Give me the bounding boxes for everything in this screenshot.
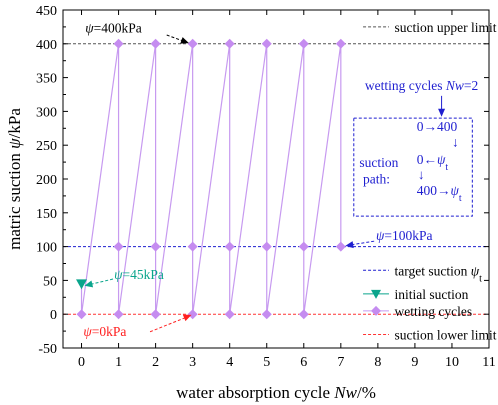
inset-down-arrow-2: ↓ — [418, 167, 425, 182]
wetting-cycles-line — [80, 43, 342, 315]
y-tick-label: 150 — [36, 207, 57, 222]
legend: suction upper limit target suction ψt init… — [363, 20, 497, 342]
wetting-cycle-point — [261, 38, 272, 49]
x-tick-label: 4 — [226, 355, 233, 370]
y-tick-label: 450 — [36, 4, 57, 19]
wetting-cycle-point — [298, 241, 309, 252]
x-tick-label: 8 — [374, 355, 381, 370]
x-tick-label: 2 — [152, 355, 159, 370]
wetting-cycle-point — [150, 38, 161, 49]
y-tick-label: 100 — [36, 241, 57, 256]
annotation-target-arrowhead — [345, 241, 354, 249]
inset-step-1: 0→400 — [417, 119, 458, 134]
wetting-cycle-point — [187, 38, 198, 49]
annotation-layer: ψ=400kPa ψ=100kPa ψ=45kPa ψ=0kPa wetting cyc… — [83, 20, 478, 339]
legend-initial-label: initial suction — [395, 287, 469, 302]
annotation-upper-arrowhead — [180, 37, 189, 44]
wetting-cycle-point — [298, 309, 309, 320]
wetting-cycle-point — [187, 241, 198, 252]
x-tick-label: 3 — [189, 355, 196, 370]
x-tick-label: 11 — [482, 355, 495, 370]
wetting-cycle-point — [298, 38, 309, 49]
plot-layer — [63, 38, 489, 320]
inset-down-arrow-1: ↓ — [452, 135, 459, 150]
wetting-cycle-point — [113, 309, 124, 320]
x-tick-label: 5 — [263, 355, 270, 370]
x-axis-title: water absorption cycle Nw/% — [176, 383, 376, 402]
annotation-lower-arrowhead — [182, 314, 192, 322]
wetting-cycle-point — [335, 38, 346, 49]
wetting-cycle-point — [150, 241, 161, 252]
annotation-upper: ψ=400kPa — [85, 20, 142, 35]
x-tick-label: 10 — [445, 355, 459, 370]
y-tick-label: -50 — [38, 342, 57, 357]
legend-lower-label: suction lower limit — [395, 327, 497, 342]
legend-wetting-label: wetting cycles — [395, 304, 473, 319]
x-tick-label: 0 — [78, 355, 85, 370]
annotation-lower: ψ=0kPa — [83, 324, 126, 339]
x-tick-label: 1 — [115, 355, 122, 370]
inset-label-line-2: path: — [363, 172, 390, 187]
legend-wetting-swatch — [371, 305, 382, 316]
y-tick-label: 50 — [43, 274, 57, 289]
inset-step-2: 0←ψt — [417, 152, 449, 173]
wetting-cycle-point — [187, 309, 198, 320]
legend-target-label: target suction ψt — [395, 263, 483, 284]
wetting-cycle-point — [113, 38, 124, 49]
y-tick-label: 300 — [36, 105, 57, 120]
y-tick-label: 250 — [36, 139, 57, 154]
inset-title: wetting cycles Nw=2 — [365, 78, 478, 93]
wetting-cycle-point — [261, 309, 272, 320]
wetting-cycle-point — [224, 241, 235, 252]
annotation-lower-arrow — [149, 315, 190, 333]
x-tick-label: 7 — [337, 355, 344, 370]
initial-suction-point — [76, 279, 88, 290]
y-axis-title: matric suction ψ/kPa — [5, 108, 24, 250]
annotation-upper-arrow — [166, 34, 188, 43]
x-tick-label: 6 — [300, 355, 307, 370]
wetting-cycle-point — [113, 241, 124, 252]
wetting-cycle-point — [150, 309, 161, 320]
inset-connector-arrowhead — [438, 108, 446, 117]
inset-step-3: 400→ψt — [417, 183, 462, 204]
wetting-cycle-point — [261, 241, 272, 252]
legend-initial-swatch — [371, 289, 382, 299]
annotation-target: ψ=100kPa — [376, 228, 433, 243]
annotation-initial: ψ=45kPa — [114, 267, 164, 282]
annotation-initial-arrowhead — [84, 280, 94, 288]
legend-upper-label: suction upper limit — [395, 20, 497, 35]
wetting-cycle-point — [224, 309, 235, 320]
wetting-cycle-point — [335, 241, 346, 252]
y-tick-label: 400 — [36, 38, 57, 53]
inset-label-line-1: suction — [359, 155, 398, 170]
wetting-cycle-point — [224, 38, 235, 49]
y-tick-label: 350 — [36, 72, 57, 87]
y-tick-label: 0 — [50, 308, 57, 323]
y-tick-label: 200 — [36, 173, 57, 188]
x-tick-label: 9 — [411, 355, 418, 370]
inset-box — [353, 117, 473, 217]
axes-layer: 0 1 2 3 4 5 6 7 8 9 10 11 -50 0 50 100 150 200 250 300 350 40… — [5, 4, 496, 402]
wetting-cycle-point — [76, 309, 87, 320]
